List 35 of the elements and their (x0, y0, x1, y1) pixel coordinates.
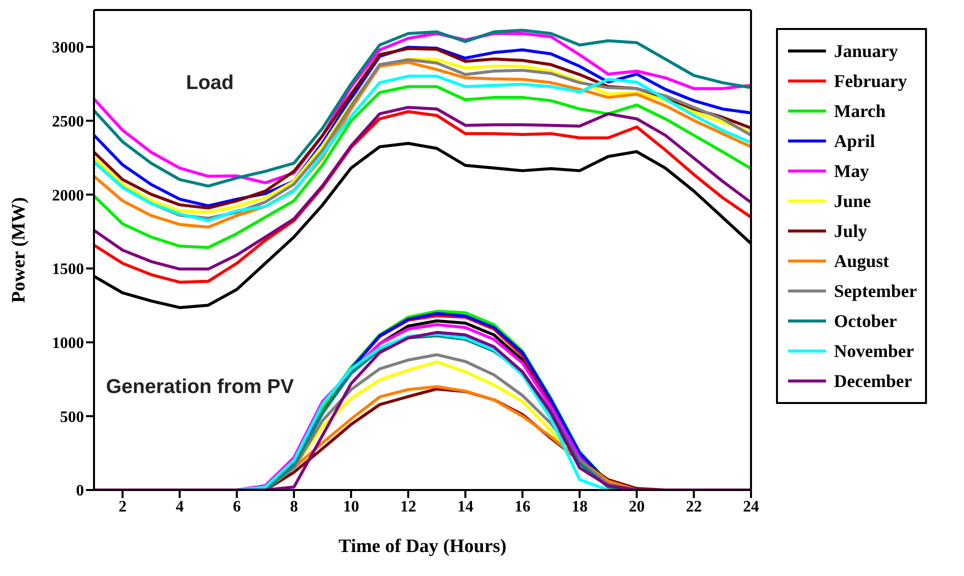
legend-label: October (834, 310, 897, 332)
legend-label: February (834, 70, 907, 92)
legend-label: July (834, 220, 868, 242)
x-tick-label: 14 (457, 498, 474, 516)
legend-label: December (834, 370, 912, 392)
legend-label: April (834, 130, 876, 152)
x-tick-label: 8 (290, 498, 298, 516)
x-tick-label: 22 (686, 498, 702, 516)
x-axis-title: Time of Day (Hours) (338, 536, 506, 557)
y-tick-label: 500 (60, 408, 84, 426)
annotation: Load (186, 72, 234, 95)
x-tick-label: 20 (628, 498, 645, 516)
legend-label: January (834, 40, 898, 62)
y-tick-label: 1000 (52, 334, 84, 352)
y-tick-label: 0 (76, 482, 84, 500)
legend-label: March (834, 100, 886, 122)
x-tick-label: 4 (176, 498, 184, 516)
y-tick-label: 1500 (52, 261, 84, 278)
x-tick-label: 6 (232, 498, 241, 516)
legend-label: June (834, 190, 872, 212)
x-tick-label: 24 (743, 498, 759, 516)
legend-label: September (834, 280, 917, 302)
y-axis-title: Power (MW) (8, 197, 30, 303)
x-tick-label: 2 (118, 498, 127, 516)
x-tick-label: 16 (514, 498, 530, 516)
annotation: Generation from PV (106, 376, 294, 399)
legend-label: November (834, 340, 914, 362)
y-tick-label: 3000 (52, 40, 84, 57)
legend-label: August (834, 250, 890, 272)
x-tick-label: 12 (400, 498, 416, 516)
x-tick-label: 18 (572, 498, 588, 516)
y-tick-label: 2500 (52, 113, 84, 130)
y-tick-label: 2000 (52, 187, 84, 204)
x-tick-label: 10 (343, 498, 360, 516)
legend-label: May (834, 160, 869, 182)
